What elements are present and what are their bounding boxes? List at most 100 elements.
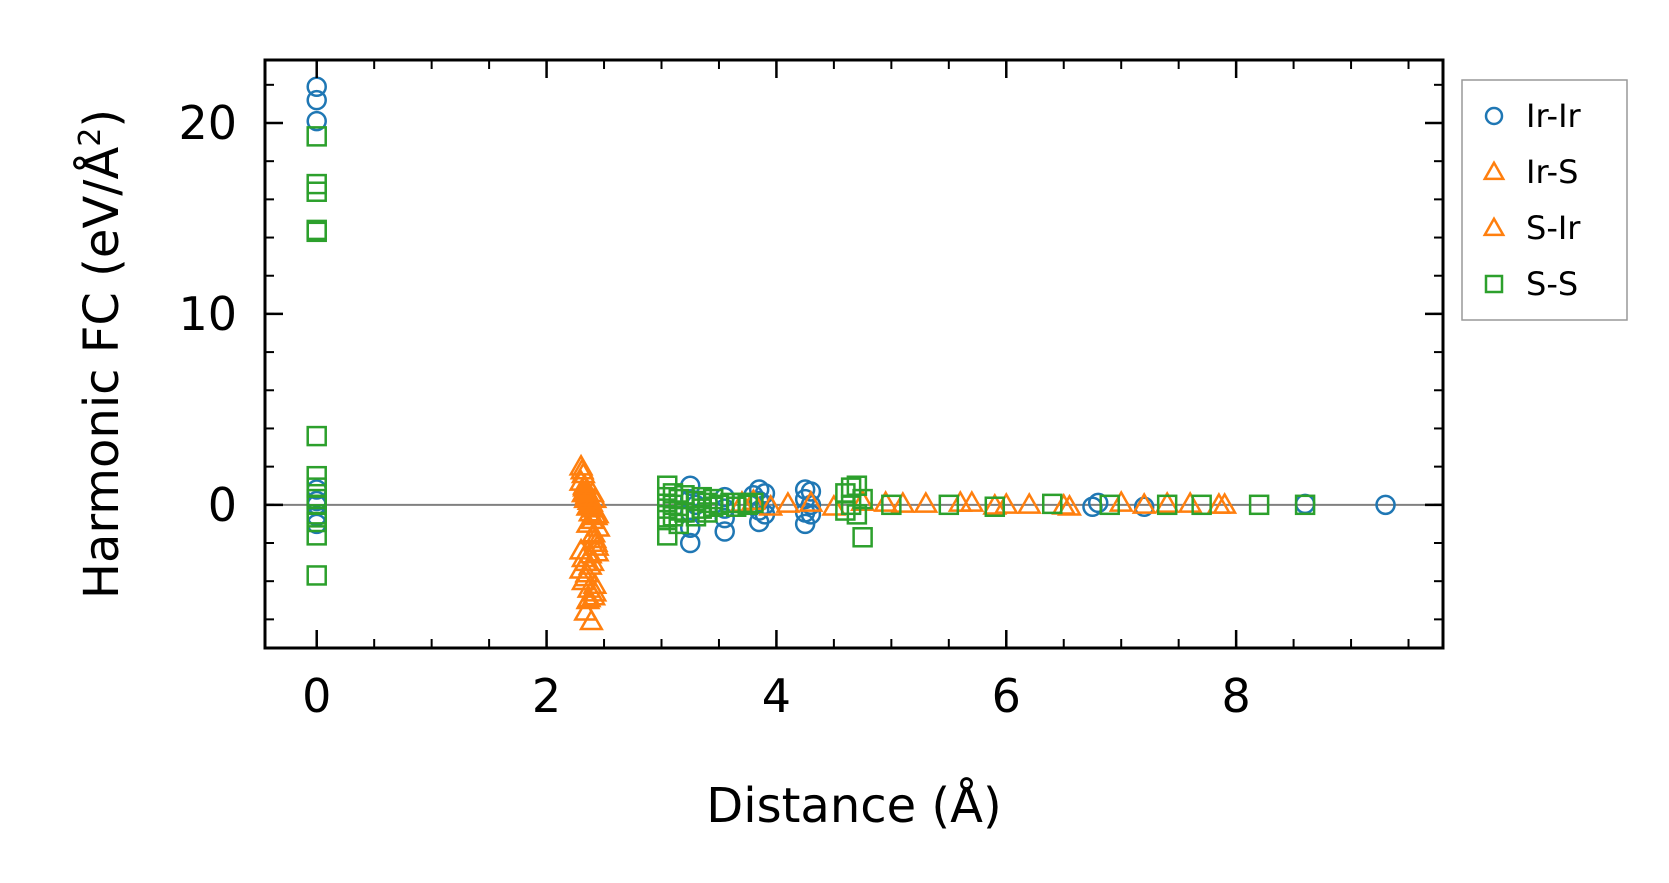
y-tick-label: 20 <box>178 96 237 150</box>
data-point <box>913 490 939 513</box>
data-point <box>890 490 916 513</box>
data-point <box>306 221 327 243</box>
plot-frame <box>263 58 1445 650</box>
data-point <box>306 425 327 447</box>
x-tick-label: 8 <box>1221 669 1250 723</box>
data-point <box>798 490 824 512</box>
data-point <box>306 126 327 147</box>
data-point <box>881 494 902 516</box>
legend-label: Ir-S <box>1526 153 1578 191</box>
legend-item: Ir-Ir <box>1484 97 1582 135</box>
data-point <box>775 490 801 513</box>
legend-item: S-Ir <box>1482 209 1581 247</box>
data-point <box>1133 496 1155 517</box>
data-point <box>679 532 701 554</box>
data-point <box>583 503 609 526</box>
data-point <box>852 488 873 510</box>
data-point <box>306 181 327 202</box>
data-point <box>1056 493 1082 516</box>
legend-label: S-Ir <box>1526 209 1581 247</box>
ticks-layer: 0 2 4 6 8 0 10 20 <box>178 60 1443 723</box>
data-point <box>578 608 604 631</box>
data-point <box>306 565 327 586</box>
data-point <box>306 525 327 546</box>
legend-item: Ir-S <box>1482 153 1578 191</box>
data-point <box>1041 493 1063 515</box>
data-point <box>740 488 766 511</box>
legend-marker <box>1484 274 1504 294</box>
data-point <box>821 493 847 516</box>
x-tick-label: 4 <box>762 669 791 723</box>
data-point <box>573 564 599 587</box>
legend-label: S-S <box>1526 265 1578 303</box>
data-point <box>1375 494 1396 516</box>
data-point <box>846 475 868 496</box>
data-point <box>993 491 1019 514</box>
x-tick-label: 6 <box>992 669 1021 723</box>
data-point <box>679 517 701 538</box>
legend: Ir-Ir Ir-S S-Ir S-S <box>1461 79 1628 321</box>
data-point <box>714 521 735 542</box>
data-point <box>1191 494 1212 516</box>
y-axis-label: Harmonic FC (eV/Å2) <box>73 109 130 599</box>
x-tick-label: 0 <box>302 669 331 723</box>
x-tick-label: 2 <box>532 669 561 723</box>
legend-marker <box>1482 160 1506 181</box>
data-point <box>1248 494 1270 516</box>
data-point <box>835 500 856 521</box>
y-axis-label-base: Harmonic FC (eV/Å <box>73 147 130 600</box>
data-point <box>982 492 1008 515</box>
data-point <box>743 492 764 514</box>
y-axis-label-superscript: 2 <box>73 128 108 147</box>
data-point <box>306 110 327 132</box>
data-point <box>697 502 718 523</box>
legend-label: Ir-Ir <box>1526 97 1582 135</box>
data-point <box>800 481 822 502</box>
x-axis-label: Distance (Å) <box>706 777 1001 834</box>
data-point <box>852 527 873 548</box>
data-point <box>731 492 753 514</box>
data-point <box>576 585 602 608</box>
data-point <box>581 495 607 518</box>
data-point <box>1016 491 1042 514</box>
data-point <box>850 489 876 511</box>
data-point <box>984 496 1006 517</box>
y-tick-label: 10 <box>178 287 237 341</box>
legend-item: S-S <box>1484 265 1578 303</box>
y-axis-label-close: ) <box>74 109 130 128</box>
legend-marker <box>1484 106 1504 126</box>
data-point <box>306 89 327 111</box>
data-point <box>1154 490 1180 513</box>
data-point <box>582 572 608 595</box>
data-point <box>1131 491 1157 514</box>
data-point <box>581 583 607 606</box>
legend-frame <box>1461 79 1628 321</box>
y-tick-label: 0 <box>208 478 237 532</box>
data-point <box>1087 492 1109 514</box>
data-point <box>959 490 985 512</box>
data-point <box>800 494 822 516</box>
data-point <box>1206 491 1232 514</box>
data-point <box>737 494 758 516</box>
data-point <box>1099 494 1120 516</box>
data-point <box>1108 490 1134 512</box>
data-point <box>846 504 868 525</box>
data-point <box>1177 490 1203 513</box>
data-point <box>584 533 610 556</box>
series-s-s <box>306 126 1316 586</box>
series-s-ir <box>569 457 1232 608</box>
data-point <box>800 504 822 525</box>
legend-marker <box>1482 216 1506 237</box>
data-point <box>938 494 960 516</box>
data-point <box>1294 494 1316 516</box>
data-point <box>580 522 606 545</box>
data-point <box>584 539 610 562</box>
data-point <box>758 493 784 516</box>
data-point <box>1156 494 1178 516</box>
series-layer <box>306 76 1396 631</box>
data-point <box>306 511 327 533</box>
data-point <box>873 490 899 512</box>
data-point <box>306 465 327 487</box>
